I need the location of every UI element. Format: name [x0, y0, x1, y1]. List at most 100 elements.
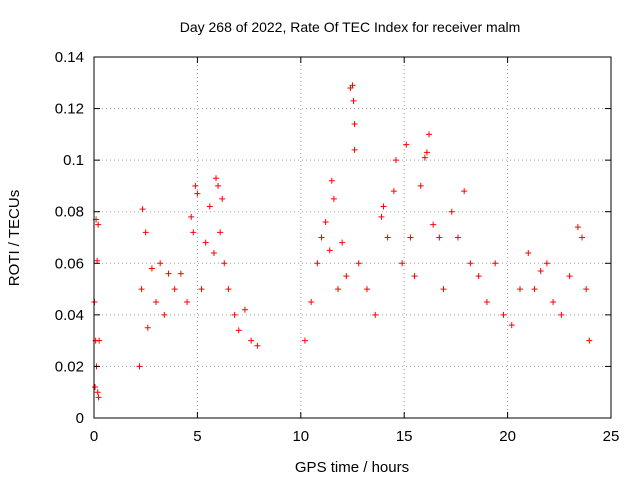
data-point: [188, 213, 195, 220]
data-point: [399, 260, 406, 267]
data-point: [579, 234, 586, 241]
x-tick-label: 20: [499, 428, 516, 445]
data-point: [330, 195, 337, 202]
data-point: [483, 298, 490, 305]
y-tick-label: 0.06: [55, 255, 84, 272]
data-point: [231, 311, 238, 318]
y-axis-label: ROTI / TECUs: [6, 190, 23, 286]
data-point: [322, 219, 329, 226]
data-point: [215, 182, 222, 189]
x-tick-label: 0: [90, 428, 98, 445]
data-point: [390, 188, 397, 195]
data-point: [225, 286, 232, 293]
data-point: [448, 208, 455, 215]
data-point: [219, 195, 226, 202]
data-point: [335, 286, 342, 293]
data-point: [586, 337, 593, 344]
data-point: [184, 298, 191, 305]
data-point: [372, 311, 379, 318]
data-point: [144, 324, 151, 331]
y-tick-label: 0.1: [63, 152, 84, 169]
data-point: [95, 221, 102, 228]
data-point: [454, 234, 461, 241]
data-point: [308, 298, 315, 305]
data-point: [95, 394, 102, 401]
data-point: [301, 337, 308, 344]
data-point: [221, 260, 228, 267]
data-point: [94, 389, 101, 396]
data-point: [339, 239, 346, 246]
axes: 0 0.02 0.04 0.06 0.08 0.1 0.12 0.14 0 5 10 15 20 25: [55, 49, 620, 445]
data-point: [210, 249, 217, 256]
data-point: [165, 270, 172, 277]
data-points: [91, 82, 593, 401]
data-point: [558, 311, 565, 318]
data-point: [326, 247, 333, 254]
data-point: [318, 234, 325, 241]
y-tick-label: 0.08: [55, 204, 84, 221]
data-point: [161, 311, 168, 318]
x-tick-label: 5: [193, 428, 201, 445]
data-point: [153, 298, 160, 305]
data-point: [430, 221, 437, 228]
data-point: [190, 229, 197, 236]
data-point: [407, 234, 414, 241]
data-point: [543, 260, 550, 267]
chart-title: Day 268 of 2022, Rate Of TEC Index for r…: [180, 19, 521, 35]
data-point: [583, 286, 590, 293]
data-point: [421, 154, 428, 161]
data-point: [531, 286, 538, 293]
data-point: [355, 260, 362, 267]
data-point: [508, 322, 515, 329]
data-point: [467, 260, 474, 267]
data-point: [351, 121, 358, 128]
data-point: [235, 327, 242, 334]
data-point: [139, 206, 146, 213]
data-point: [392, 157, 399, 164]
data-point: [378, 213, 385, 220]
data-point: [517, 286, 524, 293]
data-point: [566, 273, 573, 280]
data-point: [138, 286, 145, 293]
data-point: [363, 286, 370, 293]
data-point: [440, 286, 447, 293]
data-point: [384, 234, 391, 241]
x-tick-label: 15: [396, 428, 413, 445]
y-tick-label: 0: [76, 410, 84, 427]
plot-frame: [93, 56, 612, 419]
data-point: [380, 203, 387, 210]
grid: [94, 57, 611, 418]
data-point: [177, 270, 184, 277]
data-point: [492, 260, 499, 267]
data-point: [202, 239, 209, 246]
data-point: [314, 260, 321, 267]
data-point: [461, 188, 468, 195]
data-point: [417, 182, 424, 189]
data-point: [241, 306, 248, 313]
data-point: [475, 273, 482, 280]
data-point: [500, 311, 507, 318]
x-tick-label: 25: [603, 428, 620, 445]
data-point: [136, 363, 143, 370]
x-axis-label: GPS time / hours: [295, 459, 409, 476]
data-point: [171, 286, 178, 293]
y-tick-label: 0.14: [55, 49, 84, 66]
data-point: [148, 265, 155, 272]
data-point: [537, 268, 544, 275]
data-point: [213, 175, 220, 182]
data-point: [248, 337, 255, 344]
data-point: [426, 131, 433, 138]
data-point: [403, 141, 410, 148]
y-tick-label: 0.02: [55, 358, 84, 375]
data-point: [351, 146, 358, 153]
data-point: [142, 229, 149, 236]
x-tick-label: 10: [292, 428, 309, 445]
data-point: [92, 384, 99, 391]
data-point: [411, 273, 418, 280]
data-point: [350, 97, 357, 104]
data-point: [349, 82, 356, 89]
data-point: [192, 182, 199, 189]
data-point: [198, 286, 205, 293]
data-point: [194, 190, 201, 197]
